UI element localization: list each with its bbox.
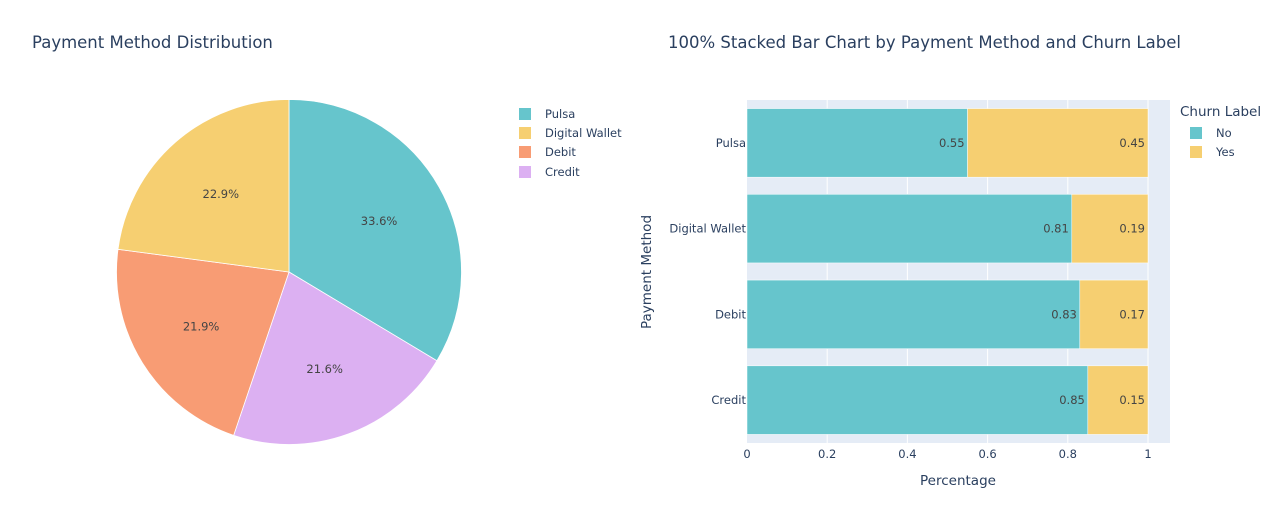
bar-segment-no[interactable] — [746, 279, 1081, 349]
pie-slice-label: 33.6% — [361, 214, 398, 228]
legend-label: Credit — [545, 164, 580, 179]
bar-segment-no[interactable] — [746, 365, 1089, 435]
bar-value-label: 0.19 — [1119, 222, 1145, 236]
pie-legend-item[interactable]: Debit — [519, 143, 622, 162]
legend-label: Debit — [545, 145, 576, 160]
x-tick-label: 0.8 — [1059, 447, 1077, 461]
pie-slice-credit[interactable] — [233, 271, 438, 445]
pie-slice-label: 21.6% — [306, 362, 343, 376]
x-tick-label: 0.2 — [818, 447, 836, 461]
bar-value-label: 0.81 — [1043, 222, 1069, 236]
x-tick-label: 0.6 — [978, 447, 996, 461]
pie-legend-item[interactable]: Pulsa — [519, 104, 622, 123]
pie-slice-label: 21.9% — [183, 320, 220, 334]
bar-legend-title: Churn Label — [1180, 104, 1262, 120]
pie-slice-debit[interactable] — [116, 248, 290, 436]
legend-swatch-icon — [519, 146, 531, 159]
bar-chart-title: 100% Stacked Bar Chart by Payment Method… — [668, 33, 1181, 52]
pie-slice-pulsa[interactable] — [288, 99, 462, 362]
bar-value-label: 0.45 — [1119, 136, 1145, 150]
pie-chart: 33.6% 21.6% 21.9% 22.9% — [116, 99, 462, 445]
legend-label: No — [1216, 125, 1232, 140]
bar-value-label: 0.15 — [1119, 393, 1145, 407]
bar-segment-yes[interactable] — [967, 108, 1149, 178]
bar-value-label: 0.17 — [1119, 307, 1145, 321]
y-axis-title: Payment Method — [639, 215, 655, 329]
x-axis-title: Percentage — [920, 473, 996, 489]
x-tick-label: 0.4 — [898, 447, 916, 461]
bar-value-label: 0.83 — [1051, 307, 1077, 321]
legend-swatch-icon — [519, 107, 531, 120]
legend-swatch-icon — [519, 126, 531, 139]
pie-slice-label: 22.9% — [203, 187, 240, 201]
bar-value-label: 0.55 — [939, 136, 965, 150]
legend-label: Digital Wallet — [545, 125, 622, 140]
y-tick-label: Digital Wallet — [669, 222, 746, 236]
pie-chart-title: Payment Method Distribution — [32, 33, 273, 52]
x-tick-label: 1 — [1144, 447, 1151, 461]
bar-value-label: 0.85 — [1059, 393, 1085, 407]
bar-segment-no[interactable] — [746, 108, 968, 178]
pie-slice-digital-wallet[interactable] — [117, 99, 290, 273]
legend-swatch-icon — [1190, 126, 1202, 139]
legend-label: Pulsa — [545, 106, 576, 121]
bar-legend-item[interactable]: No — [1190, 123, 1261, 142]
bar-segment-no[interactable] — [746, 194, 1073, 264]
bar-segment-yes[interactable] — [1071, 194, 1149, 264]
legend-swatch-icon — [1190, 145, 1202, 158]
pie-legend-item[interactable]: Digital Wallet — [519, 123, 622, 142]
bar-legend: Churn Label No Yes — [1180, 104, 1261, 162]
x-tick-label: 0 — [743, 447, 750, 461]
pie-legend: Pulsa Digital Wallet Debit Credit — [519, 104, 622, 181]
y-tick-label: Credit — [711, 393, 746, 407]
bar-segment-yes[interactable] — [1079, 279, 1149, 349]
y-tick-label: Debit — [715, 307, 746, 321]
legend-label: Yes — [1216, 144, 1235, 159]
bar-legend-item[interactable]: Yes — [1190, 142, 1261, 161]
bar-segment-yes[interactable] — [1087, 365, 1149, 435]
pie-legend-item[interactable]: Credit — [519, 162, 622, 181]
y-tick-label: Pulsa — [716, 136, 746, 150]
legend-swatch-icon — [519, 165, 531, 178]
